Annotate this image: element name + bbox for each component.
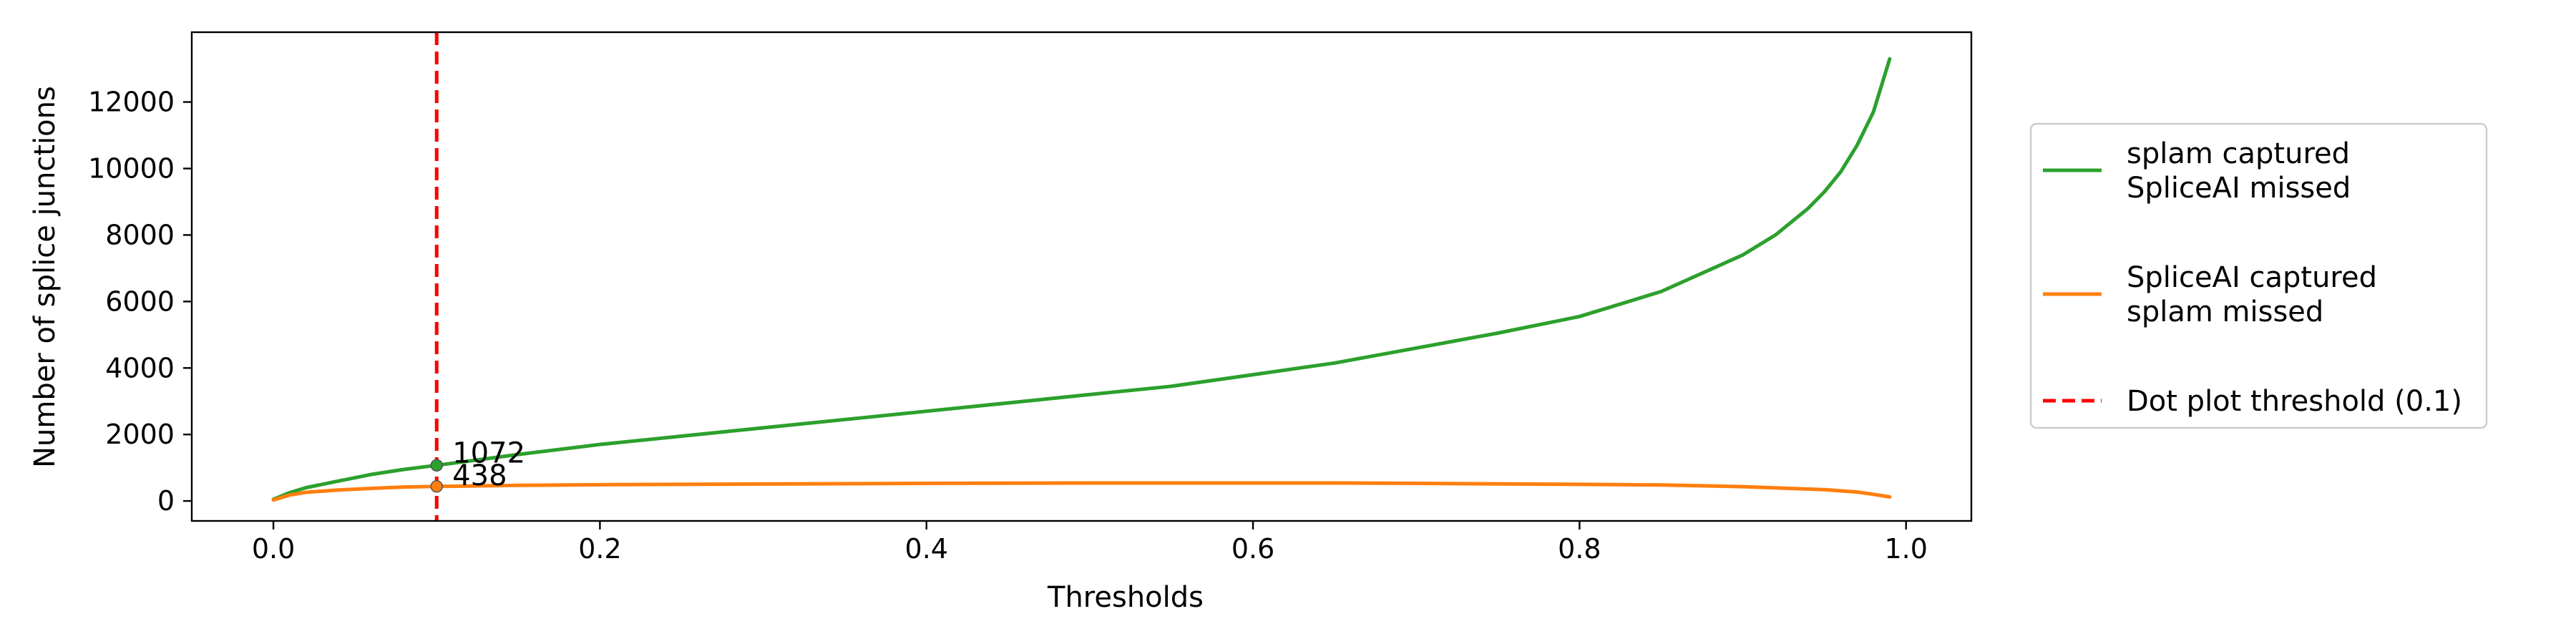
x-tick-label: 1.0	[1885, 533, 1928, 565]
legend-entry-threshold: Dot plot threshold (0.1)	[2043, 385, 2462, 418]
x-tick-label: 0.0	[252, 533, 295, 565]
y-tick-label: 2000	[105, 419, 175, 450]
y-axis-label: Number of splice junctions	[29, 86, 62, 468]
x-axis-label: Thresholds	[1047, 581, 1204, 614]
y-tick-label: 4000	[105, 352, 175, 384]
series-layer	[271, 57, 1892, 502]
x-tick-label: 0.4	[905, 533, 948, 565]
annotation-marker-1072	[430, 459, 443, 472]
x-tick-label: 0.8	[1558, 533, 1601, 565]
series-line-spliceai-captured	[271, 481, 1892, 502]
y-tick-label: 10000	[88, 152, 175, 184]
plot-frame	[190, 31, 1973, 522]
x-tick-label: 0.2	[578, 533, 621, 565]
legend-label: SpliceAI missed	[2127, 172, 2351, 205]
legend-label: splam missed	[2127, 296, 2323, 328]
annotation-label-1072: 1072	[452, 436, 525, 469]
plot-area	[192, 32, 1971, 521]
y-axis: 0 2000 4000 6000 8000 10000 12000	[88, 87, 192, 517]
annotation-marker-438	[430, 480, 443, 493]
y-tick-label: 0	[157, 485, 175, 517]
legend-label: Dot plot threshold (0.1)	[2127, 385, 2462, 418]
legend-frame	[2029, 122, 2488, 429]
series-line-splam-captured	[271, 57, 1892, 502]
annotation-label-438: 438	[452, 459, 507, 492]
x-axis: 0.0 0.2 0.4 0.6 0.8 1.0	[252, 521, 1928, 565]
x-tick-label: 0.6	[1231, 533, 1274, 565]
legend-label: splam captured	[2127, 137, 2350, 170]
legend-label: SpliceAI captured	[2127, 261, 2377, 294]
y-tick-label: 6000	[105, 286, 175, 317]
y-tick-label: 12000	[88, 87, 175, 118]
y-tick-label: 8000	[105, 219, 175, 250]
